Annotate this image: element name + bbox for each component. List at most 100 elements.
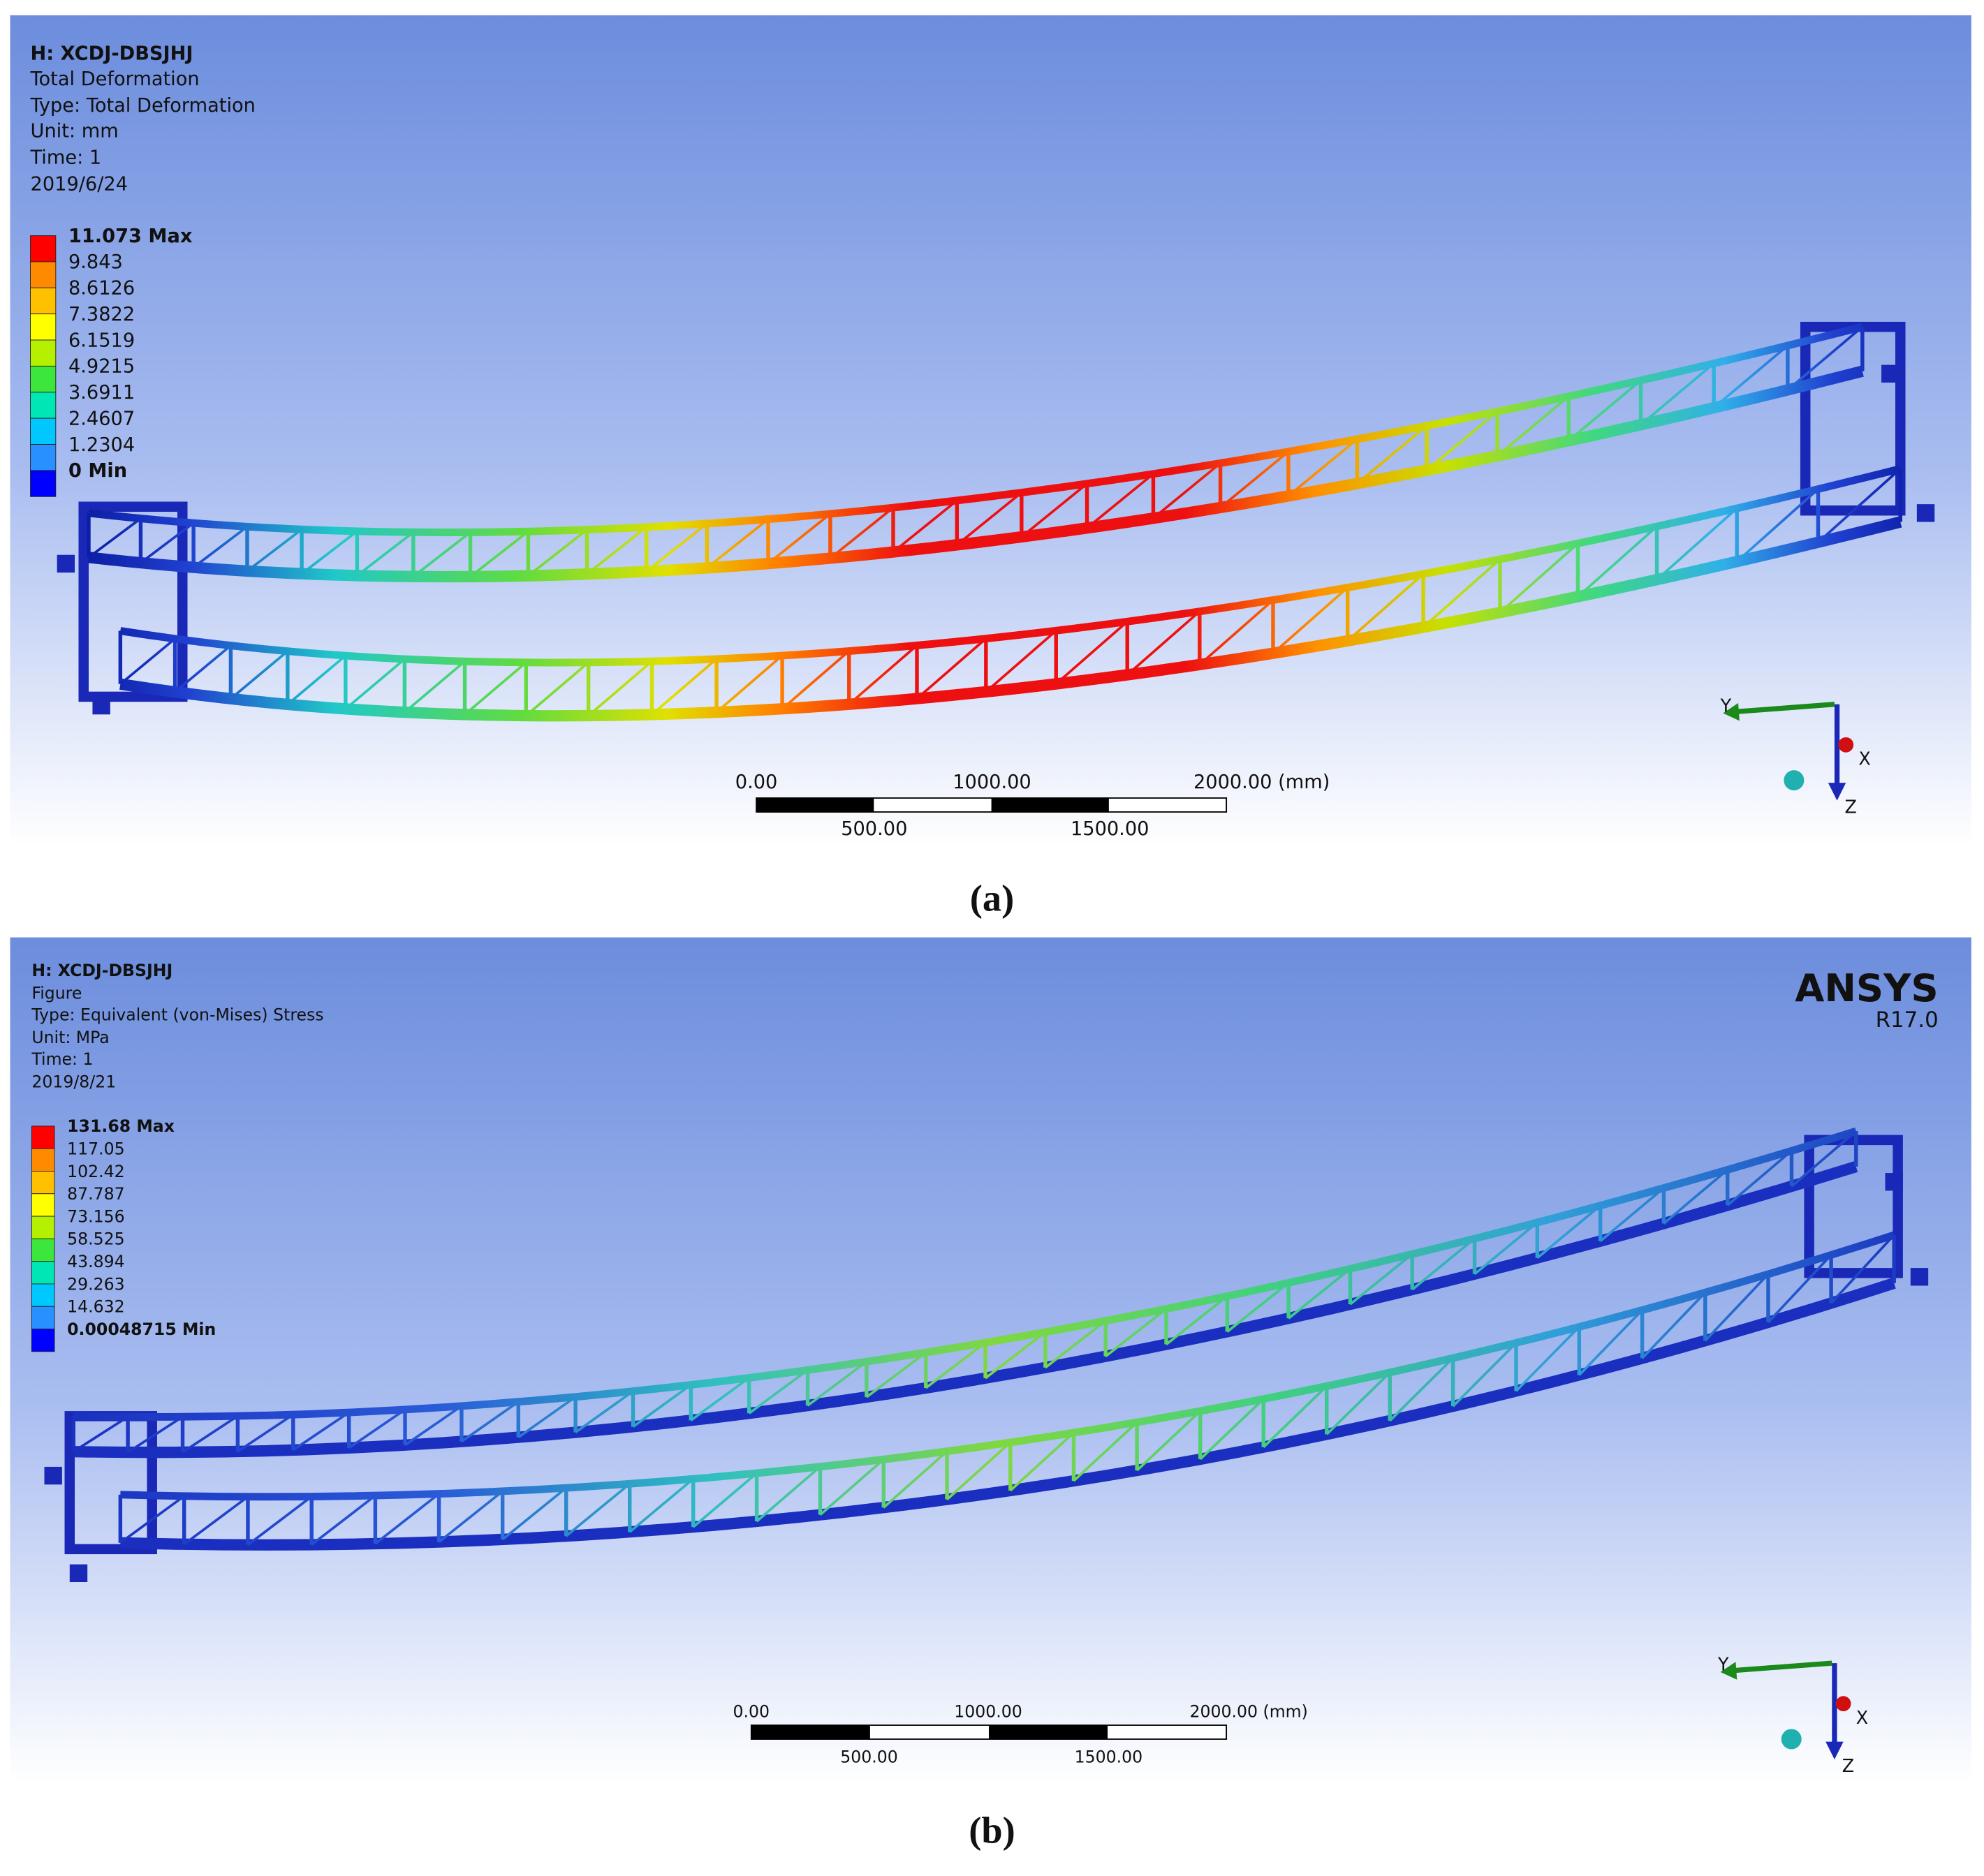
scale-label: 1000.00 (954, 1701, 1022, 1721)
header-line: H: XCDJ-DBSJHJ (31, 43, 193, 65)
end-frame (1804, 1135, 1903, 1278)
diagonal-member (1767, 1254, 1832, 1324)
diagonal-member (174, 644, 232, 693)
diagonal-member (632, 1384, 692, 1428)
diagonal-member (356, 531, 414, 577)
legend-label: 7.3822 (68, 304, 135, 325)
diagonal-member (1704, 1273, 1770, 1342)
diagonal-member (230, 650, 288, 700)
diagonal-member (575, 1390, 634, 1434)
diagonal-member (892, 499, 958, 554)
legend-swatch (31, 1261, 55, 1285)
scale-label: 0.00 (733, 1701, 770, 1721)
diagonal-member (587, 660, 653, 717)
diagonal-member (527, 529, 588, 577)
x-axis-dot (1835, 1696, 1851, 1712)
diagonal-member (946, 1441, 1012, 1500)
support (44, 1466, 62, 1485)
axis-label: X (1856, 1707, 1868, 1728)
diagonal-member (692, 1472, 758, 1528)
legend-swatch (31, 1216, 55, 1239)
legend-swatch (30, 287, 57, 315)
legend-swatch (31, 1329, 55, 1352)
diagonal-member (925, 1341, 987, 1389)
top-chord (88, 323, 1864, 536)
axis-label: Y (1717, 1654, 1729, 1675)
legend-swatch (31, 1193, 55, 1217)
diagonal-member (344, 658, 406, 710)
support (1881, 364, 1900, 383)
view-ball (1781, 1729, 1802, 1750)
diagonal-member (748, 1368, 809, 1415)
diagonal-member (586, 526, 647, 575)
scale-label: 500.00 (840, 1748, 898, 1767)
diagonal-member (645, 522, 708, 573)
header-line: Time: 1 (31, 1049, 93, 1069)
diagonal-member (438, 1490, 504, 1543)
diagonal-member (1568, 379, 1642, 442)
header-line: 2019/6/24 (31, 173, 128, 195)
legend-swatch (31, 1148, 55, 1172)
diagonal-member (985, 629, 1057, 693)
x-axis-dot (1838, 737, 1854, 753)
legend-label: 29.263 (67, 1274, 125, 1294)
legend-label: 9.843 (68, 251, 123, 273)
support (69, 1564, 88, 1583)
legend-label: 1.2304 (68, 434, 135, 456)
logo-version: R17.0 (1876, 1007, 1939, 1033)
diagonal-member (883, 1450, 948, 1509)
legend-swatch (30, 339, 57, 367)
diagonal-member (756, 1465, 821, 1523)
support (1916, 504, 1935, 522)
scale-label: 1000.00 (953, 771, 1031, 793)
diagonal-member (119, 1495, 185, 1544)
legend-label: 0.00048715 Min (67, 1320, 216, 1339)
diagonal-member (1356, 424, 1428, 485)
legend-swatch (30, 470, 57, 497)
scale-bar-segment (988, 1725, 1108, 1739)
diagonal-member (127, 1415, 184, 1454)
diagonal-member (1426, 411, 1499, 471)
diagonal-member (1263, 1385, 1328, 1449)
arrow-head (1828, 783, 1846, 801)
diagonal-member (629, 1477, 694, 1533)
legend-label: 2.4607 (68, 408, 135, 429)
header-line: Type: Total Deformation (30, 95, 256, 117)
viewport-b (10, 937, 1971, 1784)
legend-swatch (30, 444, 57, 471)
diagonal-member (246, 528, 303, 573)
scale-label: 2000.00 (mm) (1190, 1701, 1308, 1721)
diagonal-member (517, 1396, 577, 1439)
y-axis-arrow (1730, 1660, 1832, 1674)
diagonal-member (404, 660, 466, 714)
header-line: Total Deformation (30, 68, 200, 90)
diagonal-member (1105, 1308, 1168, 1358)
scale-bar-segment (756, 798, 874, 812)
axis-label: Y (1720, 695, 1732, 716)
legend-swatch (31, 1238, 55, 1262)
diagonal-member (247, 1495, 313, 1546)
diagonal-member (1515, 1326, 1580, 1392)
scale-label: 1500.00 (1075, 1748, 1143, 1767)
scale-label: 500.00 (841, 818, 907, 840)
diagonal-member (119, 637, 176, 686)
diagonal-member (1712, 344, 1789, 409)
header-line: Time: 1 (30, 147, 102, 168)
diagonal-member (984, 1331, 1046, 1380)
diagonal-member (1152, 462, 1221, 519)
diagonal-member (1009, 1431, 1075, 1492)
view-ball (1784, 770, 1805, 791)
diagonal-member (1422, 558, 1501, 628)
axis-label: X (1858, 748, 1870, 769)
legend-swatch (31, 1306, 55, 1329)
diagonal-member (374, 1493, 440, 1545)
diagonal-member (706, 518, 770, 569)
end-frame (78, 501, 188, 702)
legend-label: 8.6126 (68, 278, 135, 300)
diagonal-member (1055, 620, 1129, 685)
diagonal-member (1641, 1292, 1707, 1359)
legend-label: 14.632 (67, 1297, 125, 1317)
diagonal-member (1830, 1234, 1895, 1304)
support (57, 554, 75, 573)
